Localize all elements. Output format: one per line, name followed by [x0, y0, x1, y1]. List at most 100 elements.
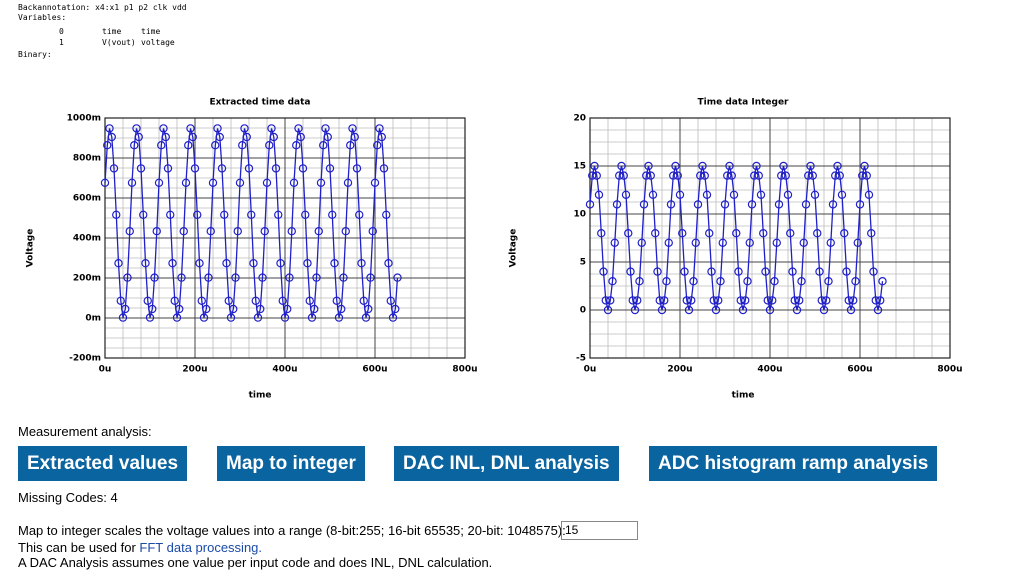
- data-point: [689, 277, 698, 286]
- data-point: [265, 140, 274, 150]
- data-point: [711, 305, 721, 315]
- data-point: [797, 277, 806, 286]
- data-point: [305, 296, 314, 305]
- data-point: [655, 296, 664, 305]
- data-point: [828, 200, 838, 209]
- data-point: [386, 296, 395, 305]
- data-point: [296, 132, 305, 142]
- data-point: [590, 161, 599, 171]
- data-line: [104, 128, 399, 318]
- data-point: [163, 164, 173, 173]
- data-point: [761, 267, 770, 276]
- data-point: [610, 238, 619, 247]
- data-point: [321, 124, 330, 133]
- data-point: [763, 296, 772, 305]
- button[interactable]: ADC histogram ramp analysis: [649, 446, 938, 481]
- data-point: [810, 190, 820, 199]
- data-point: [817, 296, 826, 305]
- data-point: [621, 190, 631, 199]
- data-point: [705, 228, 714, 238]
- data-point: [835, 171, 844, 180]
- data-point: [278, 296, 287, 305]
- data-point: [359, 296, 368, 305]
- data-point: [267, 124, 276, 133]
- data-point: [684, 305, 694, 315]
- data-point: [804, 171, 813, 180]
- map-text: Map to integer scales the voltage values…: [18, 523, 566, 538]
- x-tick-label: 200u: [182, 365, 207, 375]
- data-point: [743, 277, 752, 286]
- data-point: [671, 161, 680, 171]
- data-point: [269, 132, 278, 142]
- data-point: [285, 273, 294, 282]
- data-point: [867, 228, 876, 238]
- data-point: [325, 164, 335, 173]
- data-point: [233, 226, 242, 236]
- data-point: [862, 171, 871, 180]
- button[interactable]: Extracted values: [18, 446, 188, 481]
- plot-frame: [104, 117, 466, 359]
- data-point: [815, 267, 824, 276]
- data-point: [301, 210, 310, 219]
- data-point: [107, 132, 116, 142]
- y-tick-label: 200m: [73, 274, 101, 284]
- data-point: [660, 296, 669, 305]
- data-point: [366, 273, 375, 282]
- data-point: [377, 132, 386, 142]
- data-point: [127, 178, 137, 187]
- chart-title: Time data Integer: [697, 98, 789, 108]
- data-point: [876, 296, 885, 305]
- data-point: [181, 178, 191, 187]
- data-point: [251, 296, 260, 305]
- data-point: [813, 228, 822, 238]
- data-point: [388, 313, 398, 322]
- data-point: [177, 273, 186, 282]
- var-type: time: [141, 27, 161, 36]
- button[interactable]: Map to integer: [217, 446, 365, 481]
- data-point: [136, 164, 146, 173]
- y-tick-label: -5: [576, 354, 586, 364]
- var-type: voltage: [141, 38, 175, 47]
- data-point: [145, 313, 155, 322]
- data-point: [330, 259, 339, 268]
- data-point: [826, 238, 835, 247]
- data-point: [628, 296, 637, 305]
- data-point: [799, 238, 808, 247]
- data-point: [680, 267, 689, 276]
- data-point: [112, 210, 121, 219]
- fft-link[interactable]: FFT data processing.: [139, 540, 263, 555]
- data-point: [702, 190, 712, 199]
- data-point: [217, 164, 227, 173]
- data-point: [103, 140, 112, 150]
- data-point: [253, 313, 263, 322]
- range-input[interactable]: 15: [561, 521, 638, 540]
- data-point: [244, 164, 254, 173]
- data-point: [307, 313, 317, 322]
- data-point: [179, 226, 188, 236]
- data-point: [806, 161, 815, 171]
- data-point: [855, 200, 865, 209]
- data-point: [714, 296, 723, 305]
- data-point: [754, 171, 763, 180]
- data-point: [262, 178, 272, 187]
- data-point: [774, 200, 784, 209]
- data-point: [873, 305, 883, 315]
- data-point: [707, 267, 716, 276]
- data-point: [199, 313, 209, 322]
- data-point: [379, 164, 389, 173]
- data-point: [808, 171, 817, 180]
- data-point: [662, 277, 671, 286]
- data-point: [673, 171, 682, 180]
- data-point: [319, 140, 328, 150]
- data-point: [698, 161, 707, 171]
- chart-title: Extracted time data: [210, 98, 311, 108]
- data-point: [842, 267, 851, 276]
- data-point: [831, 171, 840, 180]
- y-tick-label: 600m: [73, 194, 101, 204]
- data-point: [339, 273, 348, 282]
- data-point: [642, 171, 651, 180]
- data-point: [211, 140, 220, 150]
- x-axis-label: time: [249, 391, 272, 401]
- button[interactable]: DAC INL, DNL analysis: [394, 446, 619, 481]
- section-label: Measurement analysis:: [18, 424, 152, 439]
